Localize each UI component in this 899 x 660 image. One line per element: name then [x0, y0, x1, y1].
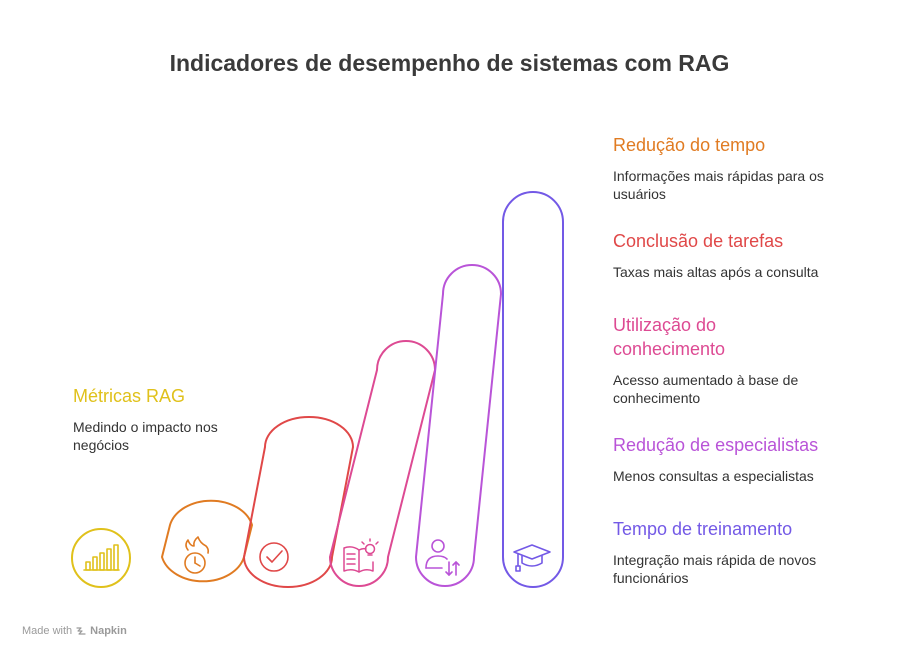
reducao-tempo-item: Redução do tempo Informações mais rápida… [613, 133, 863, 203]
made-with-napkin-footer: Made with Napkin [22, 625, 127, 637]
metricas-rag-description: Medindo o impacto nos negócios [73, 419, 218, 453]
step-capsule-2 [242, 416, 355, 588]
utilizacao-conhecimento-heading: Utilização do conhecimento [613, 315, 726, 359]
metricas-rag-heading: Métricas RAG [73, 386, 186, 406]
metricas-rag-item: Métricas RAG Medindo o impacto nos negóc… [73, 384, 263, 454]
reducao-especialistas-description: Menos consultas a especialistas [613, 468, 814, 484]
step-capsule-5 [502, 191, 564, 588]
reducao-tempo-description: Informações mais rápidas para os usuário… [613, 168, 824, 202]
utilizacao-conhecimento-description: Acesso aumentado à base de conhecimento [613, 372, 799, 406]
page-title: Indicadores de desempenho de sistemas co… [169, 50, 730, 76]
footer-brand: Napkin [90, 625, 127, 637]
bar-chart-icon [83, 544, 120, 571]
timer-icon [184, 536, 210, 574]
reducao-especialistas-heading: Redução de especialistas [613, 435, 819, 455]
conclusao-tarefas-heading: Conclusão de tarefas [613, 231, 784, 251]
metricas-circle [71, 528, 131, 588]
user-arrows-icon [425, 539, 460, 576]
conclusao-tarefas-item: Conclusão de tarefas Taxas mais altas ap… [613, 229, 863, 281]
footer-prefix: Made with [22, 625, 73, 637]
napkin-logo-icon [76, 627, 86, 635]
step-capsule-1 [160, 499, 254, 583]
conclusao-tarefas-description: Taxas mais altas após a consulta [613, 264, 819, 280]
reducao-tempo-heading: Redução do tempo [613, 135, 766, 155]
tempo-treinamento-description: Integração mais rápida de novos funcioná… [613, 552, 817, 586]
tempo-treinamento-heading: Tempo de treinamento [613, 519, 793, 539]
check-circle-icon [259, 542, 289, 572]
reducao-especialistas-item: Redução de especialistas Menos consultas… [613, 433, 863, 485]
step-capsule-4 [414, 264, 503, 587]
book-lightbulb-icon [343, 538, 379, 573]
tempo-treinamento-item: Tempo de treinamento Integração mais ráp… [613, 517, 863, 587]
utilizacao-conhecimento-item: Utilização do conhecimento Acesso aument… [613, 313, 798, 407]
step-capsule-3 [328, 340, 437, 587]
graduation-cap-icon [513, 544, 551, 572]
